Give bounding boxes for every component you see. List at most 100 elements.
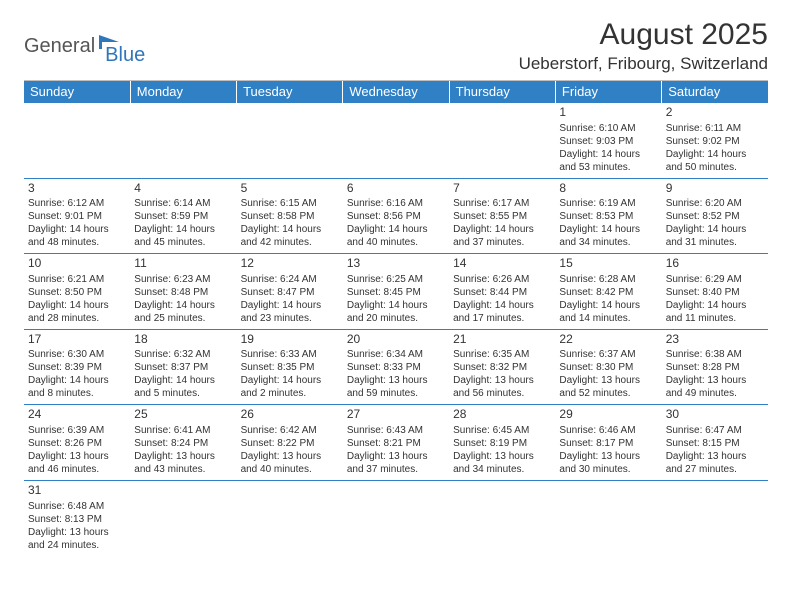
- daylight-line: Daylight: 14 hours and 25 minutes.: [134, 299, 232, 325]
- daylight-line: Daylight: 14 hours and 45 minutes.: [134, 223, 232, 249]
- calendar-table: SundayMondayTuesdayWednesdayThursdayFrid…: [24, 81, 768, 558]
- sunrise-line: Sunrise: 6:35 AM: [453, 348, 551, 361]
- daylight-line: Daylight: 13 hours and 43 minutes.: [134, 450, 232, 476]
- sunset-line: Sunset: 8:15 PM: [666, 437, 764, 450]
- day-number: 18: [134, 332, 232, 348]
- sunrise-line: Sunrise: 6:11 AM: [666, 122, 764, 135]
- day-number: 26: [241, 407, 339, 423]
- day-number: 7: [453, 181, 551, 197]
- calendar-day-cell: 16Sunrise: 6:29 AMSunset: 8:40 PMDayligh…: [662, 254, 768, 330]
- calendar-day-cell: 26Sunrise: 6:42 AMSunset: 8:22 PMDayligh…: [237, 405, 343, 481]
- daylight-line: Daylight: 13 hours and 52 minutes.: [559, 374, 657, 400]
- day-number: 3: [28, 181, 126, 197]
- calendar-day-cell: 11Sunrise: 6:23 AMSunset: 8:48 PMDayligh…: [130, 254, 236, 330]
- day-number: 1: [559, 105, 657, 121]
- day-number: 20: [347, 332, 445, 348]
- sunset-line: Sunset: 9:03 PM: [559, 135, 657, 148]
- day-number: 10: [28, 256, 126, 272]
- calendar-day-cell: 6Sunrise: 6:16 AMSunset: 8:56 PMDaylight…: [343, 178, 449, 254]
- calendar-empty-cell: [130, 480, 236, 557]
- sunset-line: Sunset: 8:48 PM: [134, 286, 232, 299]
- calendar-day-cell: 21Sunrise: 6:35 AMSunset: 8:32 PMDayligh…: [449, 329, 555, 405]
- calendar-day-cell: 29Sunrise: 6:46 AMSunset: 8:17 PMDayligh…: [555, 405, 661, 481]
- sunrise-line: Sunrise: 6:37 AM: [559, 348, 657, 361]
- calendar-week-row: 3Sunrise: 6:12 AMSunset: 9:01 PMDaylight…: [24, 178, 768, 254]
- sunrise-line: Sunrise: 6:15 AM: [241, 197, 339, 210]
- daylight-line: Daylight: 14 hours and 8 minutes.: [28, 374, 126, 400]
- weekday-header: Friday: [555, 81, 661, 103]
- day-number: 30: [666, 407, 764, 423]
- daylight-line: Daylight: 14 hours and 42 minutes.: [241, 223, 339, 249]
- day-number: 27: [347, 407, 445, 423]
- calendar-empty-cell: [24, 103, 130, 179]
- calendar-day-cell: 3Sunrise: 6:12 AMSunset: 9:01 PMDaylight…: [24, 178, 130, 254]
- sunrise-line: Sunrise: 6:43 AM: [347, 424, 445, 437]
- sunrise-line: Sunrise: 6:41 AM: [134, 424, 232, 437]
- sunset-line: Sunset: 8:42 PM: [559, 286, 657, 299]
- calendar-empty-cell: [449, 480, 555, 557]
- calendar-empty-cell: [662, 480, 768, 557]
- sunset-line: Sunset: 8:59 PM: [134, 210, 232, 223]
- daylight-line: Daylight: 13 hours and 59 minutes.: [347, 374, 445, 400]
- sunset-line: Sunset: 8:17 PM: [559, 437, 657, 450]
- sunrise-line: Sunrise: 6:45 AM: [453, 424, 551, 437]
- sunrise-line: Sunrise: 6:33 AM: [241, 348, 339, 361]
- day-number: 11: [134, 256, 232, 272]
- calendar-day-cell: 18Sunrise: 6:32 AMSunset: 8:37 PMDayligh…: [130, 329, 236, 405]
- sunrise-line: Sunrise: 6:20 AM: [666, 197, 764, 210]
- sunset-line: Sunset: 8:50 PM: [28, 286, 126, 299]
- sunset-line: Sunset: 8:21 PM: [347, 437, 445, 450]
- calendar-day-cell: 31Sunrise: 6:48 AMSunset: 8:13 PMDayligh…: [24, 480, 130, 557]
- calendar-day-cell: 22Sunrise: 6:37 AMSunset: 8:30 PMDayligh…: [555, 329, 661, 405]
- sunset-line: Sunset: 8:39 PM: [28, 361, 126, 374]
- logo-text-2: Blue: [105, 44, 145, 67]
- day-number: 22: [559, 332, 657, 348]
- sunset-line: Sunset: 8:55 PM: [453, 210, 551, 223]
- daylight-line: Daylight: 13 hours and 46 minutes.: [28, 450, 126, 476]
- calendar-day-cell: 23Sunrise: 6:38 AMSunset: 8:28 PMDayligh…: [662, 329, 768, 405]
- sunset-line: Sunset: 9:02 PM: [666, 135, 764, 148]
- daylight-line: Daylight: 14 hours and 28 minutes.: [28, 299, 126, 325]
- sunset-line: Sunset: 8:24 PM: [134, 437, 232, 450]
- calendar-day-cell: 8Sunrise: 6:19 AMSunset: 8:53 PMDaylight…: [555, 178, 661, 254]
- sunset-line: Sunset: 8:32 PM: [453, 361, 551, 374]
- daylight-line: Daylight: 14 hours and 20 minutes.: [347, 299, 445, 325]
- sunset-line: Sunset: 8:13 PM: [28, 513, 126, 526]
- day-number: 15: [559, 256, 657, 272]
- sunrise-line: Sunrise: 6:10 AM: [559, 122, 657, 135]
- sunset-line: Sunset: 9:01 PM: [28, 210, 126, 223]
- sunset-line: Sunset: 8:52 PM: [666, 210, 764, 223]
- calendar-header-row: SundayMondayTuesdayWednesdayThursdayFrid…: [24, 81, 768, 103]
- calendar-day-cell: 12Sunrise: 6:24 AMSunset: 8:47 PMDayligh…: [237, 254, 343, 330]
- day-number: 29: [559, 407, 657, 423]
- sunset-line: Sunset: 8:35 PM: [241, 361, 339, 374]
- calendar-empty-cell: [237, 103, 343, 179]
- calendar-week-row: 24Sunrise: 6:39 AMSunset: 8:26 PMDayligh…: [24, 405, 768, 481]
- sunset-line: Sunset: 8:56 PM: [347, 210, 445, 223]
- sunset-line: Sunset: 8:47 PM: [241, 286, 339, 299]
- day-number: 21: [453, 332, 551, 348]
- day-number: 6: [347, 181, 445, 197]
- location: Ueberstorf, Fribourg, Switzerland: [519, 54, 768, 74]
- calendar-day-cell: 28Sunrise: 6:45 AMSunset: 8:19 PMDayligh…: [449, 405, 555, 481]
- calendar-week-row: 17Sunrise: 6:30 AMSunset: 8:39 PMDayligh…: [24, 329, 768, 405]
- daylight-line: Daylight: 14 hours and 34 minutes.: [559, 223, 657, 249]
- day-number: 12: [241, 256, 339, 272]
- day-number: 5: [241, 181, 339, 197]
- month-title: August 2025: [519, 18, 768, 52]
- calendar-day-cell: 7Sunrise: 6:17 AMSunset: 8:55 PMDaylight…: [449, 178, 555, 254]
- sunrise-line: Sunrise: 6:16 AM: [347, 197, 445, 210]
- sunrise-line: Sunrise: 6:48 AM: [28, 500, 126, 513]
- daylight-line: Daylight: 14 hours and 40 minutes.: [347, 223, 445, 249]
- calendar-day-cell: 20Sunrise: 6:34 AMSunset: 8:33 PMDayligh…: [343, 329, 449, 405]
- daylight-line: Daylight: 13 hours and 34 minutes.: [453, 450, 551, 476]
- title-block: August 2025 Ueberstorf, Fribourg, Switze…: [519, 18, 768, 74]
- sunset-line: Sunset: 8:28 PM: [666, 361, 764, 374]
- calendar-day-cell: 24Sunrise: 6:39 AMSunset: 8:26 PMDayligh…: [24, 405, 130, 481]
- daylight-line: Daylight: 13 hours and 27 minutes.: [666, 450, 764, 476]
- calendar-day-cell: 4Sunrise: 6:14 AMSunset: 8:59 PMDaylight…: [130, 178, 236, 254]
- header: General Blue August 2025 Ueberstorf, Fri…: [24, 18, 768, 74]
- daylight-line: Daylight: 14 hours and 53 minutes.: [559, 148, 657, 174]
- weekday-header: Monday: [130, 81, 236, 103]
- weekday-header: Sunday: [24, 81, 130, 103]
